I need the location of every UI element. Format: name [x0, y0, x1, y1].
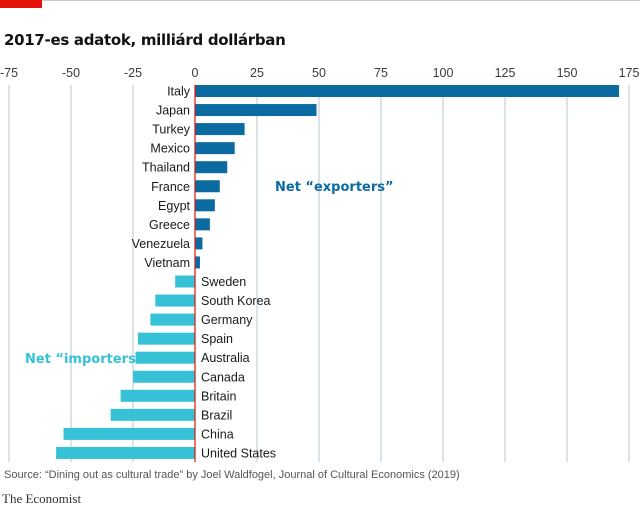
category-label: Egypt	[158, 199, 190, 213]
bar-united-states	[56, 446, 196, 459]
bar-italy	[195, 85, 620, 97]
category-label: China	[201, 427, 234, 441]
category-label: Greece	[149, 218, 190, 232]
category-label: Turkey	[152, 123, 190, 137]
bar-greece	[195, 218, 210, 231]
x-tick-label: 100	[433, 66, 454, 80]
bar-thailand	[195, 161, 228, 174]
bar-vietnam	[195, 256, 200, 269]
bar-venezuela	[195, 237, 203, 250]
category-label: Australia	[201, 351, 250, 365]
x-tick-label: 50	[312, 66, 326, 80]
category-label: Thailand	[142, 161, 190, 175]
bar-australia	[135, 351, 195, 364]
bar-turkey	[195, 123, 245, 136]
bar-germany	[150, 313, 195, 326]
x-tick-label: 175	[619, 66, 640, 80]
category-label: Canada	[201, 370, 245, 384]
source-note: Source: “Dining out as cultural trade” b…	[4, 469, 460, 481]
x-tick-label: 150	[557, 66, 578, 80]
category-label: Germany	[201, 313, 253, 327]
category-label: Mexico	[150, 142, 190, 156]
category-label: Italy	[167, 85, 191, 99]
bar-canada	[133, 370, 195, 383]
category-label: South Korea	[201, 294, 271, 308]
annotation-importers: Net “importers”	[25, 352, 144, 367]
category-label: Venezuela	[132, 237, 190, 251]
x-tick-label: -50	[62, 66, 80, 80]
brand-red-tag	[0, 0, 42, 8]
bar-france	[195, 180, 220, 193]
x-tick-label: -75	[0, 66, 18, 80]
bar-egypt	[195, 199, 215, 212]
publisher-brand: The Economist	[2, 491, 82, 506]
bar-china	[63, 427, 196, 440]
x-tick-label: 75	[374, 66, 388, 80]
chart-title: 2017-es adatok, milliárd dollárban	[4, 31, 286, 49]
bar-japan	[195, 104, 317, 117]
category-label: Japan	[156, 104, 190, 118]
x-tick-label: -25	[124, 66, 142, 80]
category-label: United States	[201, 446, 276, 460]
bar-mexico	[195, 142, 235, 155]
bar-brazil	[110, 408, 195, 421]
bar-spain	[137, 332, 195, 345]
x-tick-label: 25	[250, 66, 264, 80]
category-label: Brazil	[201, 408, 232, 422]
x-tick-label: 0	[192, 66, 199, 80]
x-tick-label: 125	[495, 66, 516, 80]
category-label: Vietnam	[144, 256, 190, 270]
category-label: Britain	[201, 389, 236, 403]
category-label: Spain	[201, 332, 233, 346]
category-label: France	[151, 180, 190, 194]
bar-britain	[120, 389, 195, 402]
category-label: Sweden	[201, 275, 246, 289]
bar-south-korea	[155, 294, 195, 307]
bar-sweden	[175, 275, 195, 288]
annotation-exporters: Net “exporters”	[275, 180, 394, 195]
top-rule	[0, 0, 640, 1]
